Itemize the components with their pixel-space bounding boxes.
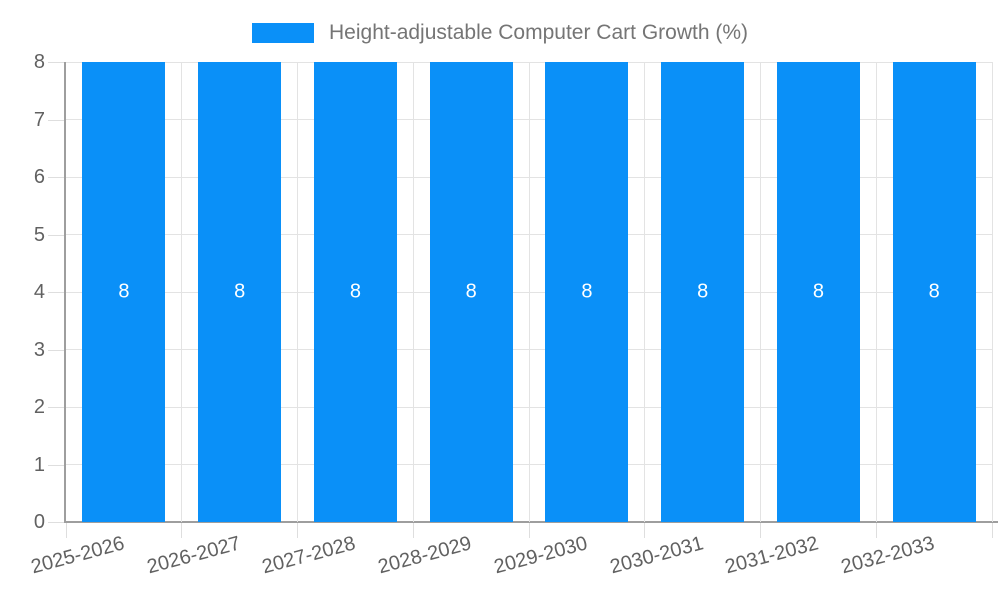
y-axis-tick [48,522,64,523]
x-axis-line [64,521,998,523]
bar-value-label: 8 [812,280,824,303]
x-axis-tick [528,523,530,538]
bar-value-label: 8 [234,280,246,303]
bar-value-label: 8 [118,280,130,303]
bar-value-label: 8 [465,280,477,303]
x-axis-tick [760,523,761,538]
y-axis-tick [48,177,64,178]
x-axis-tick [991,523,993,538]
y-axis-label: 2 [33,396,45,418]
bar-value-label: 8 [697,280,709,303]
vertical-gridline [760,62,761,522]
vertical-gridline [644,62,646,522]
bar[interactable]: 8 [82,62,166,522]
y-axis-label: 0 [33,511,45,533]
y-axis-tick [48,407,64,408]
vertical-gridline [875,62,877,522]
y-axis-tick [48,119,64,121]
y-axis-label: 3 [33,338,45,361]
bar[interactable]: 8 [429,62,513,522]
chart-legend[interactable]: Height-adjustable Computer Cart Growth (… [0,20,1000,46]
vertical-gridline [181,62,183,522]
plot-area: 8 8 8 8 8 8 8 8 [66,61,993,522]
y-axis-tick [48,62,64,63]
vertical-gridline [412,62,414,522]
legend-swatch[interactable] [252,23,314,43]
bar[interactable]: 8 [661,62,745,522]
vertical-gridline [297,62,298,522]
y-axis-label: 1 [33,453,45,476]
y-axis-tick [48,464,64,466]
bar-value-label: 8 [581,280,593,303]
y-axis-label: 6 [33,166,45,188]
vertical-gridline [991,62,993,522]
chart-title: Height-adjustable Computer Cart Growth (… [329,21,748,44]
vertical-gridline [528,62,530,522]
x-axis-tick [412,523,414,538]
y-axis-label: 7 [33,108,45,131]
x-axis-tick [297,523,298,538]
x-axis-tick [875,523,877,538]
x-axis-tick [65,523,67,538]
y-axis-label: 4 [33,281,45,303]
bar[interactable]: 8 [198,62,282,522]
y-axis-label: 8 [33,51,45,73]
y-axis-tick [48,349,64,351]
bar-value-label: 8 [928,280,940,303]
y-axis-line [64,62,66,523]
y-axis-label: 5 [33,223,45,246]
bar[interactable]: 8 [545,62,629,522]
y-axis-tick [48,292,64,293]
x-axis-tick [644,523,646,538]
bar[interactable]: 8 [313,62,397,522]
bar[interactable]: 8 [892,62,976,522]
x-axis-tick [181,523,183,538]
bar-value-label: 8 [349,280,361,303]
y-axis-tick [48,234,64,236]
bar[interactable]: 8 [776,62,860,522]
